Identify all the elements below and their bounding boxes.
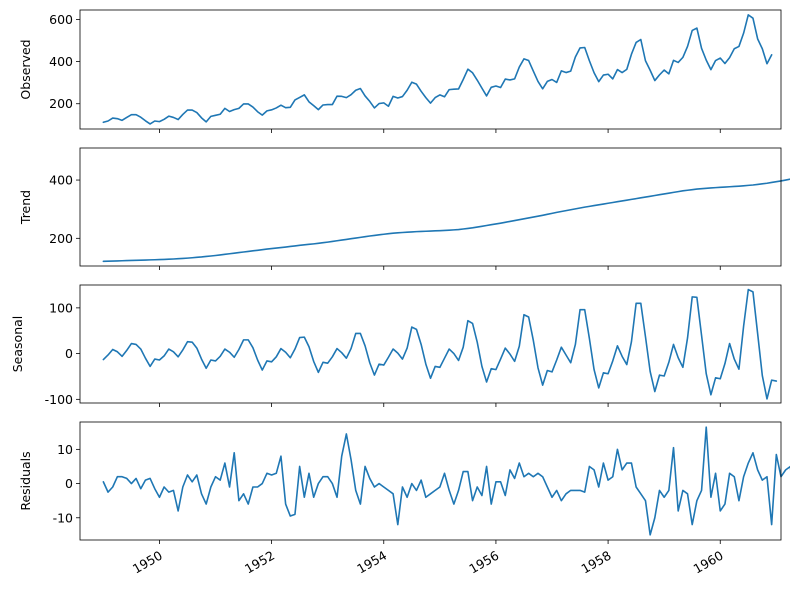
seasonal-series-line — [102, 288, 778, 400]
axes-frame — [79, 9, 782, 130]
axes-frame — [79, 147, 782, 267]
panel-residuals: -10 0 10 Residuals 1950 1952 1954 1956 1958 1960 — [18, 421, 790, 577]
y-tick-label: 100 — [49, 300, 73, 315]
y-tick-label: 200 — [49, 96, 73, 111]
y-tick-label: 0 — [65, 476, 73, 491]
axes-frame — [79, 421, 782, 541]
y-tick-label: -100 — [45, 392, 73, 407]
y-tick-label: 200 — [49, 231, 73, 246]
y-tick-label: -10 — [53, 510, 73, 525]
observed-series-line — [102, 14, 773, 125]
y-axis-label: Residuals — [18, 451, 33, 510]
y-axis-label: Seasonal — [10, 316, 25, 373]
y-tick-label: 400 — [49, 173, 73, 188]
y-axis-label: Trend — [18, 190, 33, 225]
residuals-series-line — [102, 426, 790, 536]
y-tick-label: 10 — [57, 442, 73, 457]
y-tick-label: 400 — [49, 54, 73, 69]
trend-series-line — [102, 178, 790, 263]
x-tick-label: 1960 — [691, 548, 726, 577]
x-tick-label: 1950 — [130, 548, 165, 577]
x-tick-label: 1958 — [579, 548, 614, 577]
y-axis-label: Observed — [18, 39, 33, 99]
panel-seasonal: -100 0 100 Seasonal — [10, 284, 782, 407]
axes-frame — [79, 284, 782, 404]
panel-observed: 200 400 600 Observed — [18, 9, 782, 133]
x-tick-label: 1954 — [354, 548, 389, 577]
y-tick-label: 0 — [65, 346, 73, 361]
panel-trend: 200 400 Trend — [18, 147, 790, 270]
x-tick-label: 1952 — [242, 548, 277, 577]
y-tick-label: 600 — [49, 12, 73, 27]
x-tick-label: 1956 — [466, 548, 501, 577]
